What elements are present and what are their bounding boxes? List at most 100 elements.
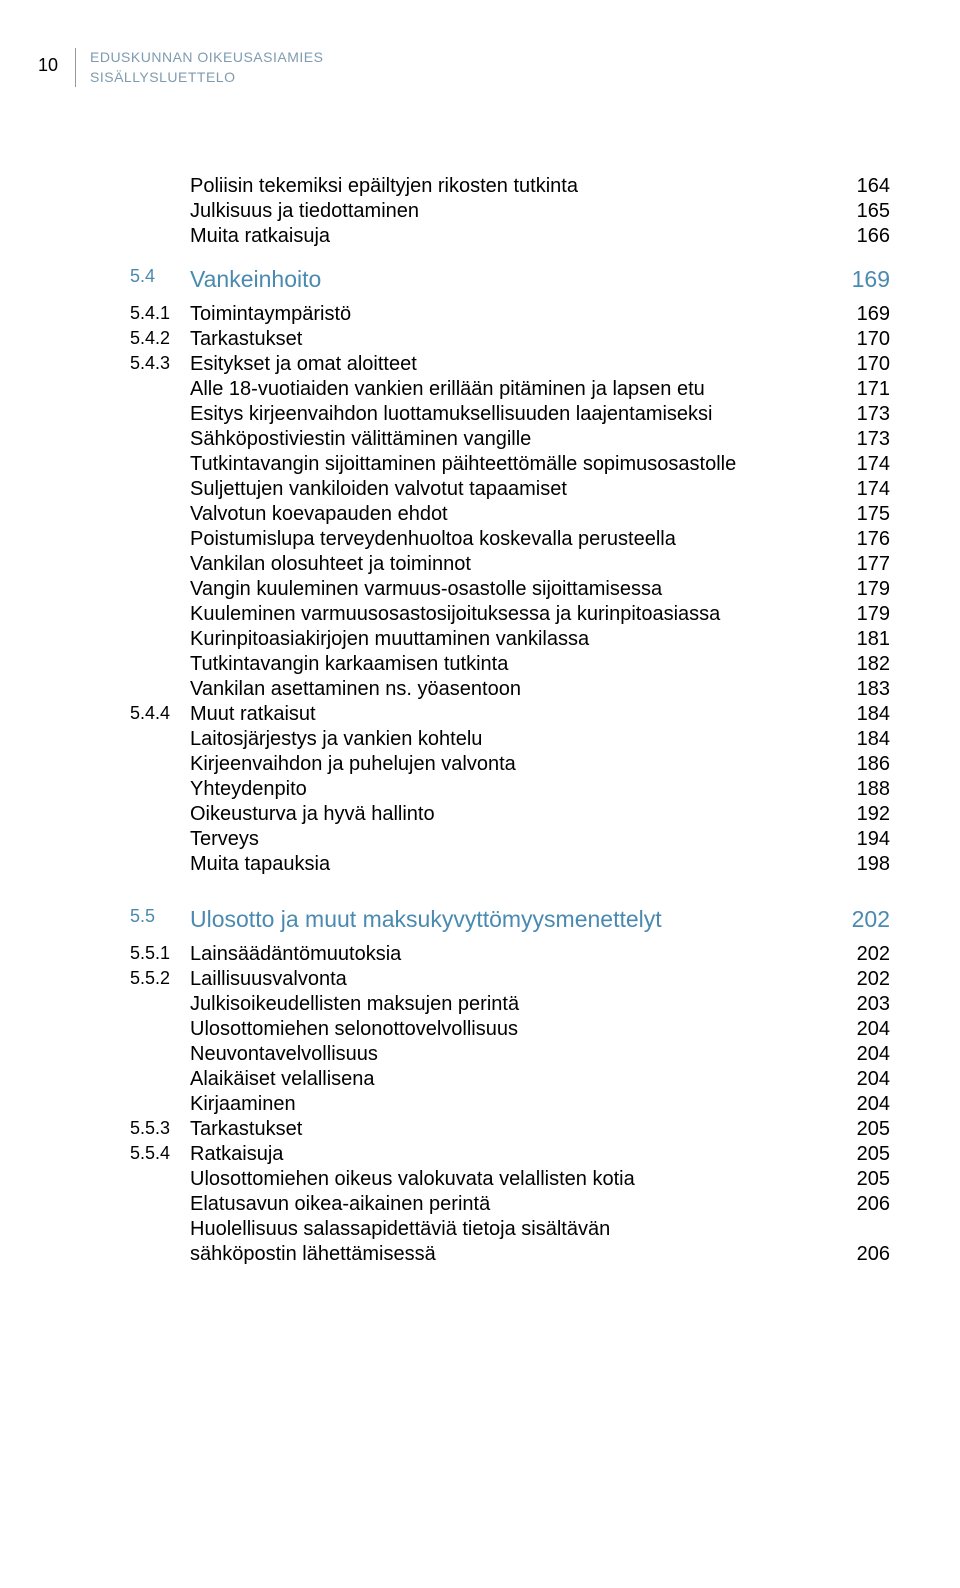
toc-page: 164 — [835, 175, 890, 198]
toc-row: Vankilan asettaminen ns. yöasentoon183 — [130, 678, 890, 701]
toc-row: Ulosottomiehen selonottovelvollisuus204 — [130, 1018, 890, 1041]
running-header: EDUSKUNNAN OIKEUSASIAMIES SISÄLLYSLUETTE… — [75, 48, 323, 87]
toc-row: Alle 18-vuotiaiden vankien erillään pitä… — [130, 378, 890, 401]
spacer — [130, 878, 890, 906]
toc-num — [130, 753, 190, 776]
toc-label: Kuuleminen varmuusosastosijoituksessa ja… — [190, 603, 835, 626]
header-line-2: SISÄLLYSLUETTELO — [90, 68, 323, 88]
toc-row: 5.5.3Tarkastukset205 — [130, 1118, 890, 1141]
toc-row: Ulosottomiehen oikeus valokuvata velalli… — [130, 1168, 890, 1191]
toc-num: 5.5.4 — [130, 1143, 190, 1166]
toc-row: Julkisoikeudellisten maksujen perintä203 — [130, 993, 890, 1016]
toc-num — [130, 453, 190, 476]
toc-label: Ulosotto ja muut maksukyvyttömyysmenette… — [190, 906, 835, 933]
spacer — [130, 250, 890, 266]
toc-num — [130, 403, 190, 426]
page-number: 10 — [38, 55, 58, 76]
toc-num — [130, 1193, 190, 1216]
toc-page: 204 — [835, 1093, 890, 1116]
toc-num — [130, 853, 190, 876]
toc-row: Elatusavun oikea-aikainen perintä206 — [130, 1193, 890, 1216]
toc-page: 179 — [835, 578, 890, 601]
toc-label: Oikeusturva ja hyvä hallinto — [190, 803, 835, 826]
toc-row: 5.5.4Ratkaisuja205 — [130, 1143, 890, 1166]
toc-row: Muita ratkaisuja166 — [130, 225, 890, 248]
toc-num — [130, 778, 190, 801]
toc-num — [130, 553, 190, 576]
toc-num — [130, 603, 190, 626]
toc-page: 202 — [835, 906, 890, 933]
toc-num — [130, 828, 190, 851]
toc-num — [130, 653, 190, 676]
toc-label: Alaikäiset velallisena — [190, 1068, 835, 1091]
header-line-1: EDUSKUNNAN OIKEUSASIAMIES — [90, 48, 323, 68]
toc-label: Tutkintavangin sijoittaminen päihteettöm… — [190, 453, 835, 476]
toc-num — [130, 1043, 190, 1066]
toc-label: Muita tapauksia — [190, 853, 835, 876]
toc-label: Vangin kuuleminen varmuus-osastolle sijo… — [190, 578, 835, 601]
toc-label: Valvotun koevapauden ehdot — [190, 503, 835, 526]
toc-page: 171 — [835, 378, 890, 401]
toc-label: Sähköpostiviestin välittäminen vangille — [190, 428, 835, 451]
toc-num: 5.4.1 — [130, 303, 190, 326]
toc-page: 204 — [835, 1018, 890, 1041]
toc-label: Yhteydenpito — [190, 778, 835, 801]
toc-page: 202 — [835, 968, 890, 991]
toc-num — [130, 803, 190, 826]
toc-page: 203 — [835, 993, 890, 1016]
toc-label: Alle 18-vuotiaiden vankien erillään pitä… — [190, 378, 835, 401]
toc-page — [835, 1218, 890, 1241]
toc-page: 173 — [835, 428, 890, 451]
spacer — [130, 935, 890, 943]
toc-page: 192 — [835, 803, 890, 826]
toc-num — [130, 1218, 190, 1241]
toc-page: 174 — [835, 478, 890, 501]
toc-row: Huolellisuus salassapidettäviä tietoja s… — [130, 1218, 890, 1241]
spacer — [130, 295, 890, 303]
toc-row: Oikeusturva ja hyvä hallinto192 — [130, 803, 890, 826]
toc-row: Neuvontavelvollisuus204 — [130, 1043, 890, 1066]
toc-num — [130, 503, 190, 526]
toc-num — [130, 578, 190, 601]
toc-page: 173 — [835, 403, 890, 426]
toc-page: 206 — [835, 1193, 890, 1216]
toc-page: 188 — [835, 778, 890, 801]
toc-row: 5.5Ulosotto ja muut maksukyvyttömyysmene… — [130, 906, 890, 933]
toc-row: sähköpostin lähettämisessä206 — [130, 1243, 890, 1266]
toc-num: 5.4.4 — [130, 703, 190, 726]
toc-row: Poliisin tekemiksi epäiltyjen rikosten t… — [130, 175, 890, 198]
toc-page: 205 — [835, 1118, 890, 1141]
toc-label: Muut ratkaisut — [190, 703, 835, 726]
toc-page: 175 — [835, 503, 890, 526]
toc-row: Poistumislupa terveydenhuoltoa koskevall… — [130, 528, 890, 551]
toc-num: 5.4.2 — [130, 328, 190, 351]
toc-row: 5.5.1Lainsäädäntömuutoksia202 — [130, 943, 890, 966]
toc-page: 184 — [835, 728, 890, 751]
toc-label: Esitys kirjeenvaihdon luottamuksellisuud… — [190, 403, 835, 426]
toc-num — [130, 528, 190, 551]
toc-num — [130, 200, 190, 223]
toc-page: 170 — [835, 328, 890, 351]
toc-page: 204 — [835, 1043, 890, 1066]
toc-row: 5.4.4Muut ratkaisut184 — [130, 703, 890, 726]
toc-label: Ratkaisuja — [190, 1143, 835, 1166]
toc-label: Ulosottomiehen oikeus valokuvata velalli… — [190, 1168, 835, 1191]
toc-page: 179 — [835, 603, 890, 626]
toc-label: Kirjeenvaihdon ja puhelujen valvonta — [190, 753, 835, 776]
toc-row: 5.4.3Esitykset ja omat aloitteet170 — [130, 353, 890, 376]
toc-row: 5.4.2Tarkastukset170 — [130, 328, 890, 351]
toc-num: 5.5.2 — [130, 968, 190, 991]
toc-label: Tutkintavangin karkaamisen tutkinta — [190, 653, 835, 676]
toc-page: 182 — [835, 653, 890, 676]
toc-label: Ulosottomiehen selonottovelvollisuus — [190, 1018, 835, 1041]
toc-num — [130, 1168, 190, 1191]
toc-label: Esitykset ja omat aloitteet — [190, 353, 835, 376]
toc-row: Yhteydenpito188 — [130, 778, 890, 801]
toc-label: Tarkastukset — [190, 1118, 835, 1141]
toc-page: 165 — [835, 200, 890, 223]
toc-label: Poliisin tekemiksi epäiltyjen rikosten t… — [190, 175, 835, 198]
toc-label: Lainsäädäntömuutoksia — [190, 943, 835, 966]
toc-num — [130, 175, 190, 198]
toc-row: Laitosjärjestys ja vankien kohtelu184 — [130, 728, 890, 751]
toc-row: Alaikäiset velallisena204 — [130, 1068, 890, 1091]
